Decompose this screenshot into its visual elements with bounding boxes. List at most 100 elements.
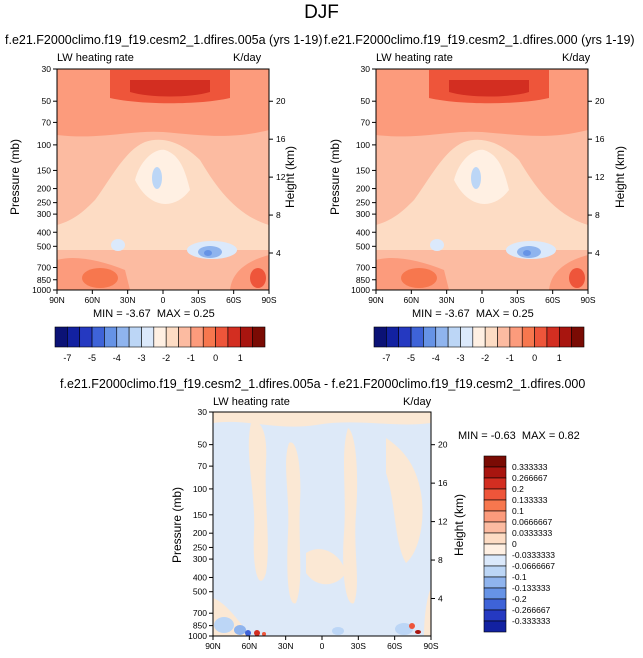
colorbar-swatch (472, 326, 486, 348)
y-tick-label: 70 (42, 117, 52, 127)
x-tick-label: 0 (480, 295, 485, 305)
panel2-sfc-left-core (401, 268, 437, 288)
colorbar-swatch (483, 455, 507, 468)
panel3-sfc-blue-5 (395, 623, 413, 635)
panel1-right-label: K/day (233, 52, 262, 64)
colorbar-label: 0.133333 (512, 495, 548, 505)
y2-tick-label: 12 (276, 172, 286, 182)
colorbar-swatch (435, 326, 449, 348)
x-tick-label: 90S (423, 641, 438, 651)
colorbar-swatch (165, 326, 179, 348)
panel1-blue-low-center (204, 250, 212, 256)
colorbar-swatch (509, 326, 523, 348)
y-tick-label: 500 (193, 587, 207, 597)
colorbar-label: -0.1 (512, 572, 527, 582)
y2-tick-label: 16 (276, 134, 286, 144)
colorbar-swatch (116, 326, 130, 348)
x-tick-label: 30N (278, 641, 294, 651)
x-tick-label: 60S (545, 295, 560, 305)
colorbar-swatch (252, 326, 266, 348)
colorbar-label: 0.333333 (512, 462, 548, 472)
panel3-sfc-red-3 (409, 623, 415, 629)
panel3-min-value: -0.63 (490, 430, 516, 442)
colorbar-swatch (483, 510, 507, 523)
y-tick-label: 1000 (351, 285, 370, 295)
colorbar-swatch (483, 499, 507, 512)
panel3-sfc-red-1 (254, 630, 260, 636)
colorbar-label: 0 (213, 353, 218, 363)
colorbar-label: -0.0333333 (512, 550, 555, 560)
y2-tick-label: 8 (595, 210, 600, 220)
colorbar-label: 0.0666667 (512, 517, 552, 527)
y-tick-label: 70 (198, 461, 208, 471)
panel3-pos-band-4 (386, 438, 423, 563)
y-tick-label: 50 (198, 440, 208, 450)
colorbar-swatch (398, 326, 412, 348)
colorbar-label: -1 (187, 353, 195, 363)
y-tick-label: 400 (356, 227, 370, 237)
colorbar-swatch (521, 326, 535, 348)
y-tick-label: 100 (356, 140, 370, 150)
colorbar-label: -2 (481, 353, 489, 363)
x-tick-label: 60S (387, 641, 402, 651)
colorbar-swatch (91, 326, 105, 348)
y2-tick-label: 8 (438, 555, 443, 565)
y-tick-label: 700 (37, 263, 51, 273)
panel1-tropopause-max (130, 80, 210, 97)
panel3-max-value: 0.82 (558, 430, 580, 442)
y-tick-label: 150 (356, 165, 370, 175)
colorbar-swatch (190, 326, 204, 348)
x-tick-label: 90N (205, 641, 221, 651)
colorbar-label: 1 (238, 353, 243, 363)
y2-tick-label: 20 (438, 440, 448, 450)
colorbar-swatch (104, 326, 118, 348)
y-tick-label: 400 (193, 572, 207, 582)
colorbar-swatch (67, 326, 81, 348)
colorbar-label: -0.2 (512, 594, 527, 604)
panel2-blue-left (430, 239, 444, 251)
colorbar-swatch (483, 521, 507, 534)
y-tick-label: 50 (361, 96, 371, 106)
y-tick-label: 200 (193, 528, 207, 538)
y-tick-label: 300 (37, 209, 51, 219)
colorbar-swatch (54, 326, 68, 348)
x-tick-label: 30S (510, 295, 525, 305)
y2-tick-label: 8 (276, 210, 281, 220)
colorbar-label: -4 (432, 353, 440, 363)
colorbar-swatch (558, 326, 572, 348)
y-tick-label: 50 (42, 96, 52, 106)
panel1-max-label: MAX = (156, 308, 191, 320)
x-tick-label: 90N (49, 295, 65, 305)
panel3-sfc-blue-2 (234, 625, 246, 635)
colorbar-swatch (79, 326, 93, 348)
colorbar-swatch (483, 587, 507, 600)
colorbar-swatch (128, 326, 142, 348)
panel3-stats: MIN = -0.63 MAX = 0.82 (458, 430, 580, 442)
panel3-sfc-red-2 (262, 632, 266, 636)
colorbar-label: 0.266667 (512, 473, 548, 483)
colorbar-label: -0.133333 (512, 583, 551, 593)
x-tick-label: 30S (191, 295, 206, 305)
y-tick-label: 300 (193, 554, 207, 564)
colorbar-swatch (215, 326, 229, 348)
y-tick-label: 300 (356, 209, 370, 219)
colorbar-swatch (447, 326, 461, 348)
colorbar-label: -3 (137, 353, 145, 363)
panel1-min-label: MIN = (93, 308, 123, 320)
colorbar-swatch (571, 326, 585, 348)
colorbar-swatch (483, 466, 507, 479)
y2-tick-label: 4 (438, 594, 443, 604)
colorbar-swatch (483, 477, 507, 490)
x-tick-label: 60S (226, 295, 241, 305)
colorbar-label: -0.333333 (512, 616, 551, 626)
panel3-sfc-blue-3 (245, 630, 251, 636)
panel3-pos-top (213, 412, 431, 427)
colorbar-swatch (460, 326, 474, 348)
colorbar-swatch (534, 326, 548, 348)
y-tick-label: 70 (361, 117, 371, 127)
y-tick-label: 850 (37, 275, 51, 285)
y-tick-label: 200 (37, 184, 51, 194)
panel3-sfc-blue-1 (214, 617, 234, 633)
y-tick-label: 500 (356, 241, 370, 251)
panel1-blue-left (111, 239, 125, 251)
